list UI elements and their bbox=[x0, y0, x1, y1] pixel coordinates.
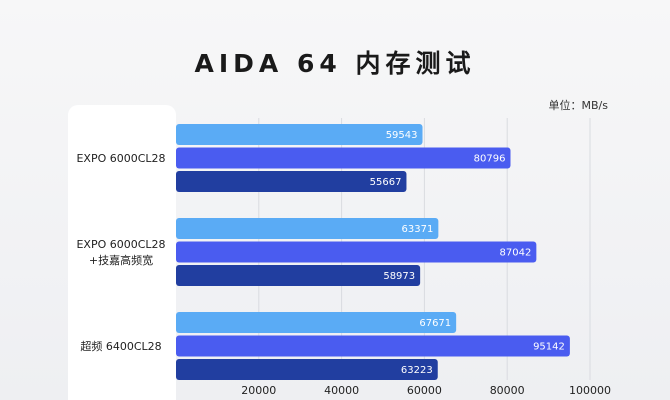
x-tick-label-0: 20000 bbox=[241, 384, 276, 397]
category-panel bbox=[68, 105, 176, 400]
data-label-0-0: 59543 bbox=[386, 130, 418, 141]
x-tick-label-4: 100000 bbox=[569, 384, 611, 397]
bar-1-0 bbox=[176, 218, 439, 239]
data-label-1-2: 58973 bbox=[383, 271, 415, 282]
x-tick-label-2: 60000 bbox=[407, 384, 442, 397]
bar-2-0 bbox=[176, 312, 457, 333]
chart-title: AIDA 64 内存测试 bbox=[194, 49, 476, 78]
x-tick-label-1: 40000 bbox=[324, 384, 359, 397]
data-label-0-2: 55667 bbox=[370, 177, 402, 188]
bar-0-2 bbox=[176, 171, 407, 192]
data-label-2-0: 67671 bbox=[419, 318, 451, 329]
unit-label: 单位：MB/s bbox=[548, 99, 608, 112]
data-label-1-0: 63371 bbox=[402, 224, 434, 235]
category-label-2-0: 超频 6400CL28 bbox=[80, 339, 161, 353]
data-label-2-1: 95142 bbox=[533, 342, 565, 353]
data-label-2-2: 63223 bbox=[401, 365, 433, 376]
x-tick-label-3: 80000 bbox=[490, 384, 525, 397]
bar-2-2 bbox=[176, 359, 438, 380]
bar-1-1 bbox=[176, 241, 537, 263]
category-label-0-0: EXPO 6000CL28 bbox=[76, 152, 165, 165]
bar-0-0 bbox=[176, 124, 423, 145]
bar-2-1 bbox=[176, 335, 570, 357]
data-label-0-1: 80796 bbox=[474, 154, 506, 165]
category-label-1-1: +技嘉高频宽 bbox=[89, 253, 153, 267]
bar-0-1 bbox=[176, 147, 511, 169]
data-label-1-1: 87042 bbox=[500, 248, 532, 259]
bar-1-2 bbox=[176, 265, 421, 286]
category-label-1-0: EXPO 6000CL28 bbox=[76, 238, 165, 251]
